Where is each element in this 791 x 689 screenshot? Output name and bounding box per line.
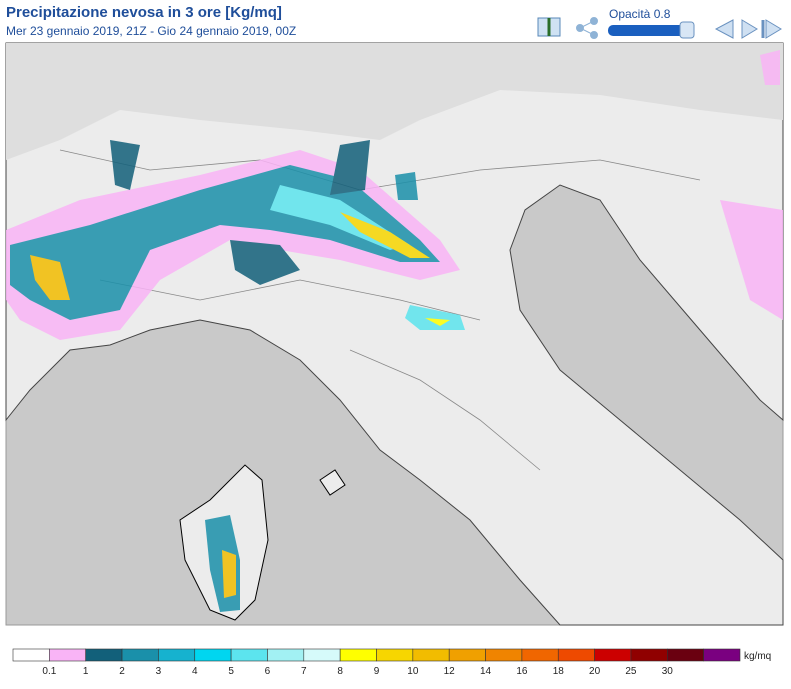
- book-button[interactable]: [537, 17, 561, 37]
- legend-tick-label: 20: [589, 666, 601, 677]
- legend-tick-label: 0.1: [42, 666, 56, 677]
- legend-tick-label: 3: [156, 666, 162, 677]
- legend-swatch: [267, 648, 305, 662]
- legend-swatch: [121, 648, 159, 662]
- legend-tick-label: 18: [553, 666, 565, 677]
- subtitle: Mer 23 gennaio 2019, 21Z - Gio 24 gennai…: [6, 24, 297, 38]
- legend-swatch: [230, 648, 268, 662]
- legend-swatch: [303, 648, 341, 662]
- legend-swatch: [85, 648, 123, 662]
- share-button[interactable]: [576, 17, 598, 39]
- opacity-slider[interactable]: [608, 21, 695, 39]
- legend-tick-label: 30: [662, 666, 674, 677]
- snow-field: [6, 50, 783, 612]
- last-button[interactable]: [761, 19, 782, 39]
- legend-tick-label: 16: [516, 666, 528, 677]
- legend-swatch: [412, 648, 450, 662]
- prev-button[interactable]: [714, 19, 734, 39]
- legend-tick-label: 1: [83, 666, 89, 677]
- legend-swatch: [594, 648, 632, 662]
- legend-swatch: [194, 648, 232, 662]
- legend-swatch: [630, 648, 668, 662]
- legend-tick-label: 7: [301, 666, 307, 677]
- map: [5, 42, 784, 626]
- next-button[interactable]: [741, 19, 758, 39]
- legend-swatch: [703, 648, 741, 662]
- legend-tick-label: 10: [407, 666, 419, 677]
- legend-tick-label: 5: [228, 666, 234, 677]
- opacity-label: Opacità 0.8: [609, 7, 671, 21]
- legend-tick-label: 6: [265, 666, 271, 677]
- legend-swatch: [376, 648, 414, 662]
- legend-swatch: [521, 648, 559, 662]
- legend-swatch: [666, 648, 704, 662]
- legend-swatch: [485, 648, 523, 662]
- legend-swatch: [339, 648, 377, 662]
- legend-swatch: [557, 648, 595, 662]
- legend-tick-label: 12: [444, 666, 456, 677]
- legend-tick-label: 25: [625, 666, 637, 677]
- legend-unit: kg/mq: [744, 651, 771, 662]
- legend-tick-label: 9: [374, 666, 380, 677]
- legend-swatch: [448, 648, 486, 662]
- title: Precipitazione nevosa in 3 ore [Kg/mq]: [6, 4, 282, 21]
- legend-tick-label: 4: [192, 666, 198, 677]
- legend-swatch: [49, 648, 86, 662]
- legend-tick-label: 8: [337, 666, 343, 677]
- legend-tick-label: 14: [480, 666, 492, 677]
- legend-tick-label: 2: [119, 666, 125, 677]
- legend-swatch: [12, 648, 50, 662]
- legend-swatch: [158, 648, 196, 662]
